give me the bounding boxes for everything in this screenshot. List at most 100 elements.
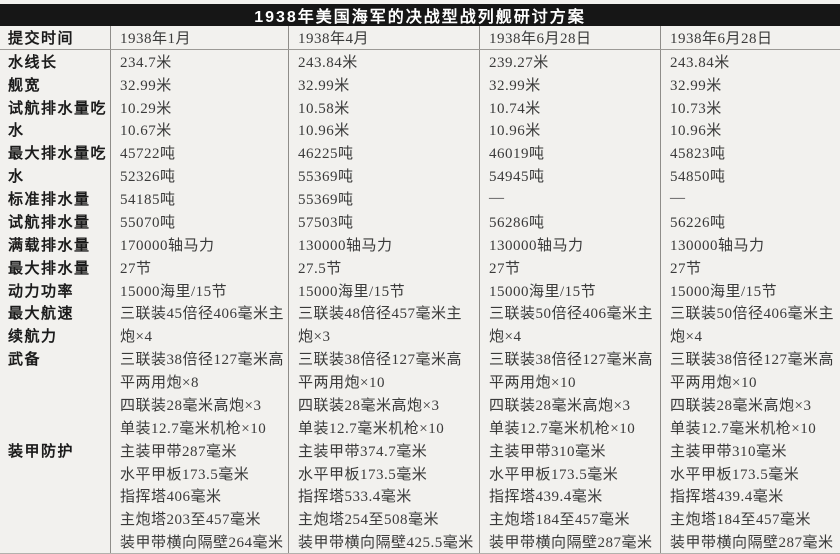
row-label	[0, 416, 110, 439]
table-row: 四联装28毫米高炮×3 四联装28毫米高炮×3 四联装28毫米高炮×3 四联装28毫米…	[0, 393, 840, 416]
spec-cell-c2: 57503吨	[288, 210, 479, 233]
row-label: 满载排水量	[8, 236, 91, 254]
table-row: 最大航速 三联装45倍径406毫米主 三联装48倍径457毫米主 三联装50倍径406…	[0, 301, 840, 325]
row-label: 最大排水量吃	[8, 145, 108, 163]
row-label	[0, 530, 110, 553]
spec-table: 提交时间 1938年1月 1938年4月 1938年6月28日 1938年6月28日 水线…	[0, 26, 840, 554]
spec-cell-c1: 54185吨	[110, 187, 288, 210]
spec-cell-c1: 水平甲板173.5毫米	[110, 461, 288, 485]
table-row: 水 52326吨 55369吨 54945吨 54850吨	[0, 164, 840, 188]
table-row: 满载排水量 170000轴马力 130000轴马力 130000轴马力 130000轴马…	[0, 232, 840, 256]
spec-cell-c3: 水平甲板173.5毫米	[479, 461, 660, 485]
table-row: 水平甲板173.5毫米 水平甲板173.5毫米 水平甲板173.5毫米 水平甲板173…	[0, 461, 840, 485]
table-row: 平两用炮×8 平两用炮×10 平两用炮×10 平两用炮×10	[0, 370, 840, 393]
row-label: 试航排水量	[8, 213, 91, 231]
spec-cell-c4: 三联装50倍径406毫米主	[660, 301, 840, 325]
spec-cell-c2: 四联装28毫米高炮×3	[288, 393, 479, 416]
spec-cell-c2: 55369吨	[288, 164, 479, 188]
spec-cell-c3: 装甲带横向隔壁287毫米	[479, 530, 660, 554]
spec-cell-c4: 三联装38倍径127毫米高	[660, 347, 840, 371]
spec-cell-c3: 指挥塔439.4毫米	[479, 484, 660, 508]
spec-cell-c1: 三联装38倍径127毫米高	[110, 347, 288, 371]
spec-cell-c3: 130000轴马力	[479, 232, 660, 256]
spec-cell-c2: 装甲带横向隔壁425.5毫米	[288, 530, 479, 554]
spec-cell-c1: 指挥塔406毫米	[110, 484, 288, 508]
spec-cell-c4: 243.84米	[660, 49, 840, 73]
spec-cell-c4: 54850吨	[660, 164, 840, 188]
spec-cell-c1: 52326吨	[110, 164, 288, 188]
spec-cell-c1: 炮×4	[110, 324, 288, 348]
table-title: 1938年美国海军的决战型战列舰研讨方案	[254, 9, 586, 26]
table-row: 武备 三联装38倍径127毫米高 三联装38倍径127毫米高 三联装38倍径127毫米…	[0, 347, 840, 371]
spec-cell-c3: 10.74米	[479, 95, 660, 119]
spec-cell-c4: 主装甲带310毫米	[660, 438, 840, 462]
spec-cell-c2: 130000轴马力	[288, 232, 479, 256]
spec-cell-c4: 130000轴马力	[660, 232, 840, 256]
spec-cell-c2: 15000海里/15节	[288, 278, 479, 302]
row-label: 最大排水量	[8, 259, 91, 277]
spec-cell-c1: 四联装28毫米高炮×3	[110, 393, 288, 416]
spec-cell-c4: 27节	[660, 255, 840, 279]
spec-cell-c4: 32.99米	[660, 72, 840, 96]
table-row: 舰宽 32.99米 32.99米 32.99米 32.99米	[0, 72, 840, 96]
spec-cell-c2: 水平甲板173.5毫米	[288, 461, 479, 485]
spec-cell-c2: 27.5节	[288, 255, 479, 279]
row-label: 标准排水量	[8, 191, 91, 209]
spec-cell-c3: —	[479, 187, 660, 210]
spec-cell-c1: 三联装45倍径406毫米主	[110, 301, 288, 325]
spec-cell-c1: 170000轴马力	[110, 232, 288, 256]
spec-cell-c3: 10.96米	[479, 118, 660, 142]
spec-cell-c3: 主炮塔184至457毫米	[479, 507, 660, 531]
table-row: 续航力 炮×4 炮×3 炮×4 炮×4	[0, 324, 840, 348]
spec-cell-c3: 56286吨	[479, 210, 660, 233]
row-label	[0, 370, 110, 393]
spec-cell-c4: 单装12.7毫米机枪×10	[660, 415, 840, 439]
spec-cell-c3: 四联装28毫米高炮×3	[479, 393, 660, 416]
table-title-bar: 1938年美国海军的决战型战列舰研讨方案	[0, 4, 840, 26]
spec-cell-c3: 1938年6月28日	[479, 26, 660, 49]
row-label: 提交时间	[8, 29, 75, 47]
row-label: 最大航速	[8, 305, 75, 323]
spec-cell-c3: 三联装50倍径406毫米主	[479, 301, 660, 325]
spec-cell-c1: 单装12.7毫米机枪×10	[110, 415, 288, 439]
row-label	[0, 462, 110, 485]
row-label	[0, 507, 110, 530]
spec-cell-c3: 炮×4	[479, 324, 660, 348]
table-row: 标准排水量 54185吨 55369吨 — —	[0, 187, 840, 210]
row-label	[0, 485, 110, 508]
spec-cell-c4: 指挥塔439.4毫米	[660, 484, 840, 508]
spec-cell-c4: 10.96米	[660, 118, 840, 142]
spec-cell-c1: 10.67米	[110, 118, 288, 142]
spec-cell-c3: 平两用炮×10	[479, 370, 660, 393]
table-row: 动力功率 15000海里/15节 15000海里/15节 15000海里/15节 150…	[0, 278, 840, 302]
spec-cell-c3: 三联装38倍径127毫米高	[479, 347, 660, 371]
spec-cell-c3: 主装甲带310毫米	[479, 438, 660, 462]
row-label: 装甲防护	[8, 442, 75, 460]
spec-cell-c4: 四联装28毫米高炮×3	[660, 393, 840, 416]
spec-cell-c3: 54945吨	[479, 164, 660, 188]
spec-cell-c3: 46019吨	[479, 141, 660, 165]
table-row: 提交时间 1938年1月 1938年4月 1938年6月28日 1938年6月28日	[0, 26, 840, 50]
spec-cell-c1: 27节	[110, 255, 288, 279]
spec-cell-c1: 55070吨	[110, 210, 288, 233]
table-row: 主炮塔203至457毫米 主炮塔254至508毫米 主炮塔184至457毫米 主炮塔1…	[0, 507, 840, 531]
spec-cell-c4: 1938年6月28日	[660, 26, 840, 49]
row-label: 舰宽	[8, 76, 42, 94]
spec-cell-c2: 指挥塔533.4毫米	[288, 484, 479, 508]
spec-cell-c3: 单装12.7毫米机枪×10	[479, 415, 660, 439]
table-row: 单装12.7毫米机枪×10 单装12.7毫米机枪×10 单装12.7毫米机枪×10 单…	[0, 415, 840, 439]
table-row: 装甲防护 主装甲带287毫米 主装甲带374.7毫米 主装甲带310毫米 主装甲带310…	[0, 438, 840, 462]
row-label: 水线长	[8, 53, 58, 71]
table-row: 试航排水量吃 10.29米 10.58米 10.74米 10.73米	[0, 95, 840, 119]
spec-cell-c4: 炮×4	[660, 324, 840, 348]
row-label	[0, 393, 110, 416]
table-row: 最大排水量 27节 27.5节 27节 27节	[0, 255, 840, 279]
spec-cell-c3: 27节	[479, 255, 660, 279]
spec-cell-c2: 55369吨	[288, 187, 479, 210]
spec-cell-c1: 主炮塔203至457毫米	[110, 507, 288, 531]
table-row: 水线长 234.7米 243.84米 239.27米 243.84米	[0, 49, 840, 73]
spec-cell-c1: 45722吨	[110, 141, 288, 165]
row-label: 动力功率	[8, 282, 75, 300]
table-row: 试航排水量 55070吨 57503吨 56286吨 56226吨	[0, 210, 840, 233]
